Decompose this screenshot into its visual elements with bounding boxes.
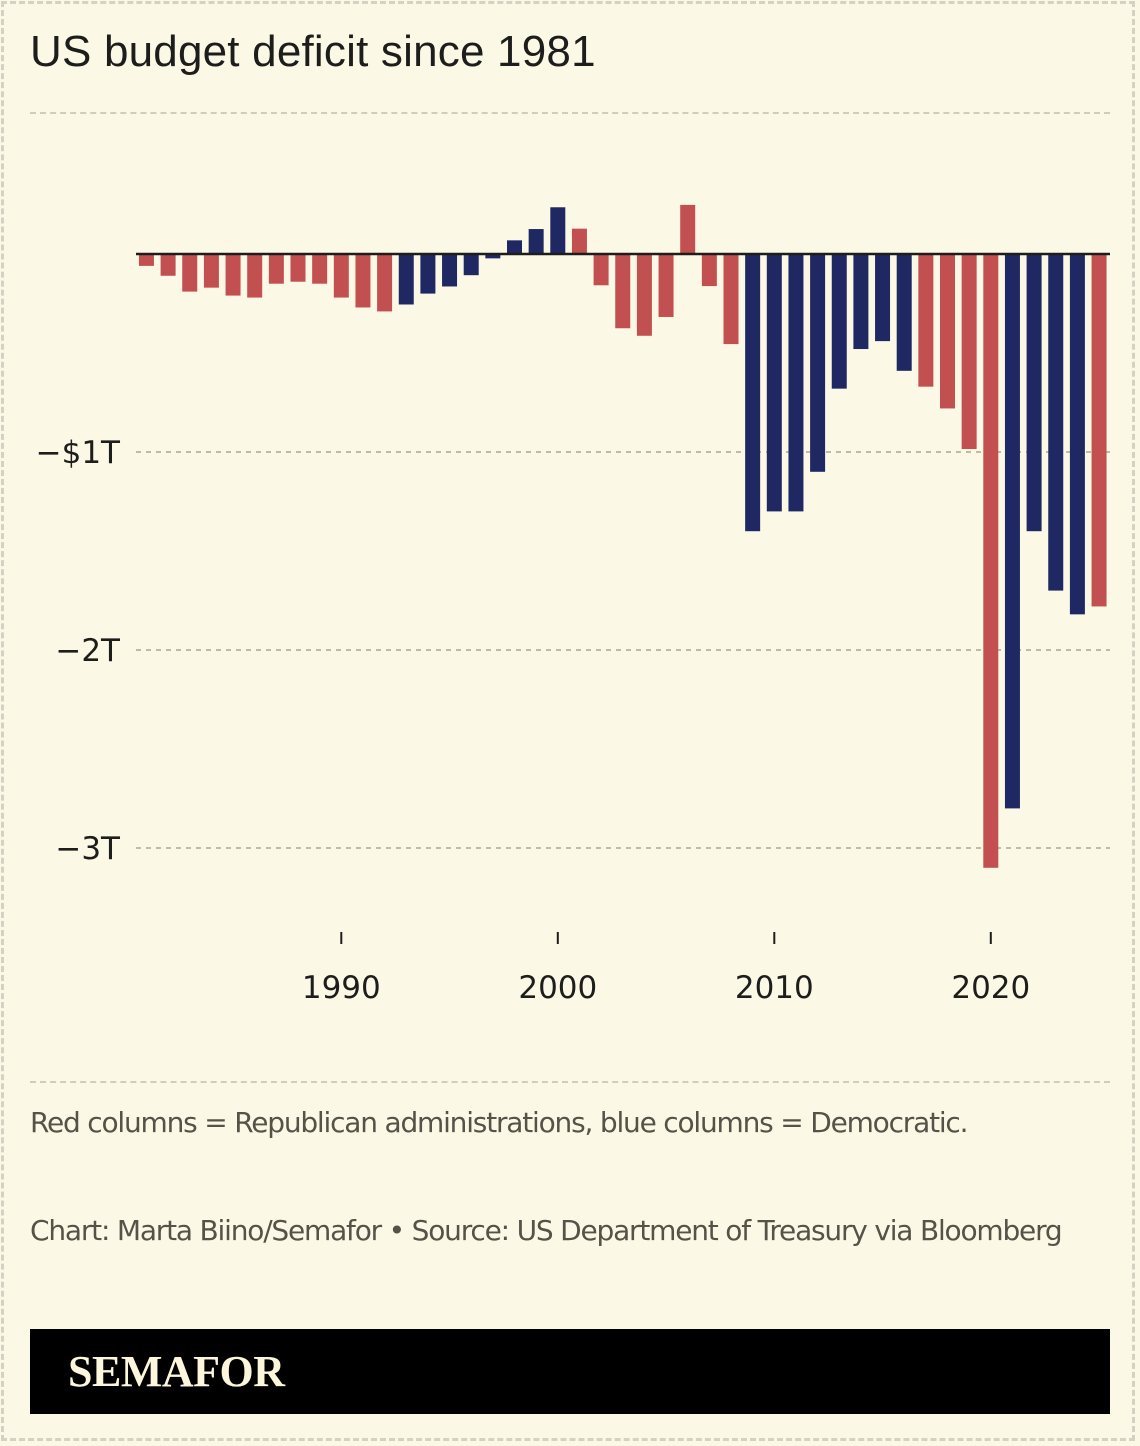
bar-1990 xyxy=(333,254,349,298)
bar-2025 xyxy=(1091,254,1107,607)
bar-1991 xyxy=(355,254,371,308)
footer-divider xyxy=(30,1081,1110,1083)
bar-2004 xyxy=(636,254,652,336)
bar-2010 xyxy=(766,254,782,512)
bar-2009 xyxy=(745,254,761,532)
bar-1981 xyxy=(138,254,154,266)
x-axis: 1990 2000 2010 2020 xyxy=(302,932,1030,1006)
bar-2007 xyxy=(701,254,717,287)
bar-2019 xyxy=(961,254,977,450)
bar-1998 xyxy=(507,240,522,254)
bar-1992 xyxy=(377,254,393,312)
y-tick-label: −3T xyxy=(55,831,121,867)
bar-1999 xyxy=(528,229,544,254)
bar-2006 xyxy=(680,204,696,254)
bar-1994 xyxy=(420,254,436,294)
bar-2015 xyxy=(875,254,891,342)
chart-title: US budget deficit since 1981 xyxy=(30,27,596,76)
bar-2023 xyxy=(1048,254,1064,591)
bar-2001 xyxy=(571,228,587,254)
bar-2008 xyxy=(723,254,739,345)
bar-1997 xyxy=(485,254,501,259)
bar-1983 xyxy=(182,254,198,292)
header-divider xyxy=(30,112,1110,114)
bar-1989 xyxy=(312,254,328,284)
bar-2016 xyxy=(896,254,912,371)
x-tick-label: 1990 xyxy=(302,970,381,1006)
bar-1995 xyxy=(442,254,458,287)
bar-1985 xyxy=(225,254,241,296)
bar-1988 xyxy=(290,254,306,282)
bar-chart: −$1T −2T −3T 1990 2000 2010 2020 xyxy=(36,204,1110,1006)
bar-2013 xyxy=(831,254,847,389)
x-tick-label: 2020 xyxy=(951,970,1030,1006)
bar-2021 xyxy=(1004,254,1020,809)
y-tick-label: −$1T xyxy=(36,435,121,471)
bar-1982 xyxy=(160,254,176,276)
bar-2018 xyxy=(940,254,955,409)
gridlines xyxy=(136,451,1110,849)
bar-2012 xyxy=(810,254,826,472)
bar-2003 xyxy=(615,254,631,329)
bar-1996 xyxy=(463,254,479,276)
brand-banner: SEMAFOR xyxy=(30,1329,1110,1414)
x-tick-label: 2010 xyxy=(735,970,814,1006)
legend-caption: Red columns = Republican administrations… xyxy=(30,1106,969,1139)
source-credit: Chart: Marta Biino/Semafor • Source: US … xyxy=(30,1214,1063,1247)
bar-1984 xyxy=(203,254,219,288)
bar-1993 xyxy=(398,254,414,305)
bar-2020 xyxy=(983,254,999,868)
bar-2024 xyxy=(1069,254,1085,615)
bar-2002 xyxy=(593,254,609,286)
y-tick-label: −2T xyxy=(55,633,121,669)
x-tick-label: 2000 xyxy=(518,970,597,1006)
bars xyxy=(138,204,1107,868)
bar-2022 xyxy=(1026,254,1042,532)
y-axis: −$1T −2T −3T xyxy=(36,435,121,867)
semafor-logo: SEMAFOR xyxy=(68,1347,285,1396)
bar-2017 xyxy=(918,254,934,387)
bar-2011 xyxy=(788,254,804,512)
bar-2014 xyxy=(853,254,869,350)
bar-1986 xyxy=(247,254,263,298)
bar-2005 xyxy=(658,254,674,317)
bar-1987 xyxy=(268,254,284,284)
bar-2000 xyxy=(550,207,566,254)
